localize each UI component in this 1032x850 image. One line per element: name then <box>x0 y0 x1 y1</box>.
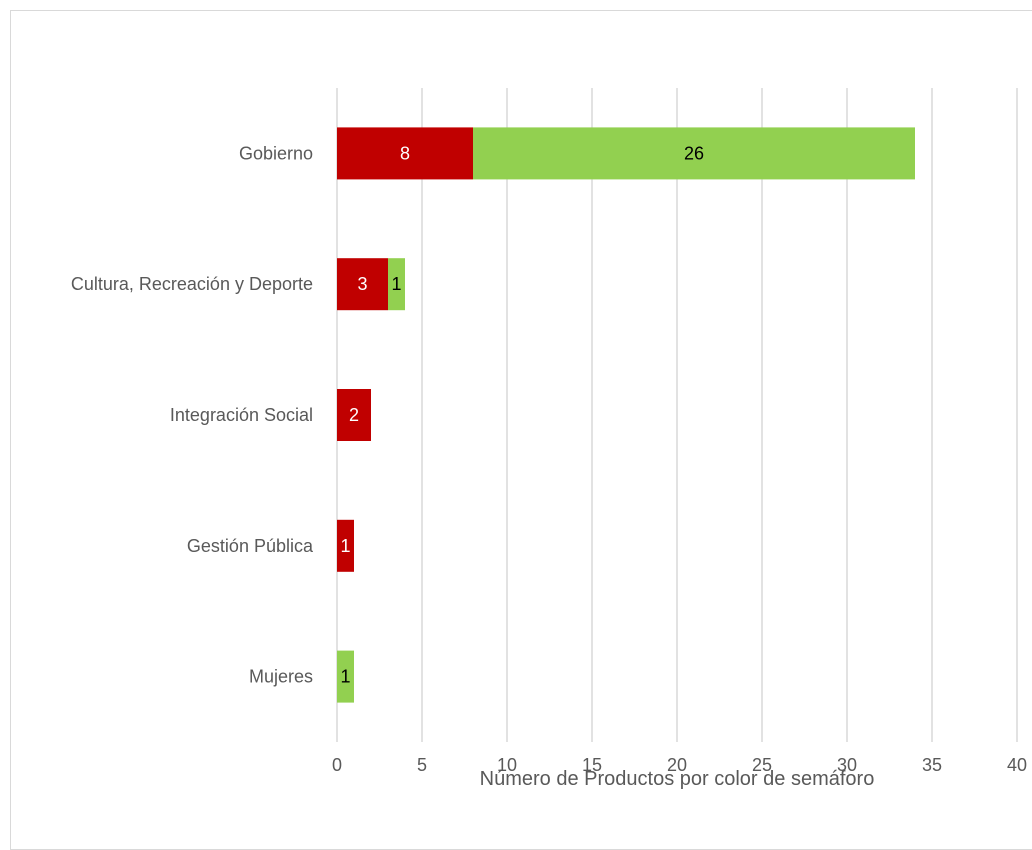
x-axis-title: Número de Productos por color de semáfor… <box>480 768 875 790</box>
category-labels: Gobierno Cultura, Recreación y Deporte Int… <box>71 143 314 686</box>
x-tick-label: 40 <box>1007 755 1027 775</box>
x-tick-label: 10 <box>497 755 517 775</box>
data-label: 3 <box>357 274 367 294</box>
bar-segment <box>337 127 473 180</box>
category-label: Gestión Pública <box>187 536 314 556</box>
x-tick-label: 0 <box>332 755 342 775</box>
data-label: 8 <box>400 143 410 163</box>
data-label: 26 <box>684 143 704 163</box>
x-tick-label: 5 <box>417 755 427 775</box>
data-labels: 8 26 3 1 2 1 1 <box>340 143 704 686</box>
x-tick-labels: 0 5 10 15 20 25 30 35 40 <box>332 755 1027 775</box>
x-tick-label: 30 <box>837 755 857 775</box>
category-label: Cultura, Recreación y Deporte <box>71 274 313 294</box>
bar-segment <box>337 519 354 572</box>
category-label: Integración Social <box>170 405 313 425</box>
x-tick-label: 35 <box>922 755 942 775</box>
stacked-bar-chart: 8 26 3 1 2 1 1 Gobierno Cultura, Recreación y D… <box>71 88 1027 790</box>
category-label: Gobierno <box>239 143 313 163</box>
bar-segment <box>473 127 915 180</box>
x-tick-label: 25 <box>752 755 772 775</box>
category-label: Mujeres <box>249 667 313 687</box>
data-label: 2 <box>349 405 359 425</box>
x-tick-label: 15 <box>582 755 602 775</box>
data-label: 1 <box>391 274 401 294</box>
data-label: 1 <box>340 667 350 687</box>
bar-segment <box>388 258 405 311</box>
gridlines <box>336 88 1018 742</box>
data-label: 1 <box>340 536 350 556</box>
bar-segment <box>337 389 371 441</box>
bar-segment <box>337 258 388 311</box>
bar-segment <box>337 650 354 703</box>
bars <box>337 127 915 703</box>
x-tick-label: 20 <box>667 755 687 775</box>
